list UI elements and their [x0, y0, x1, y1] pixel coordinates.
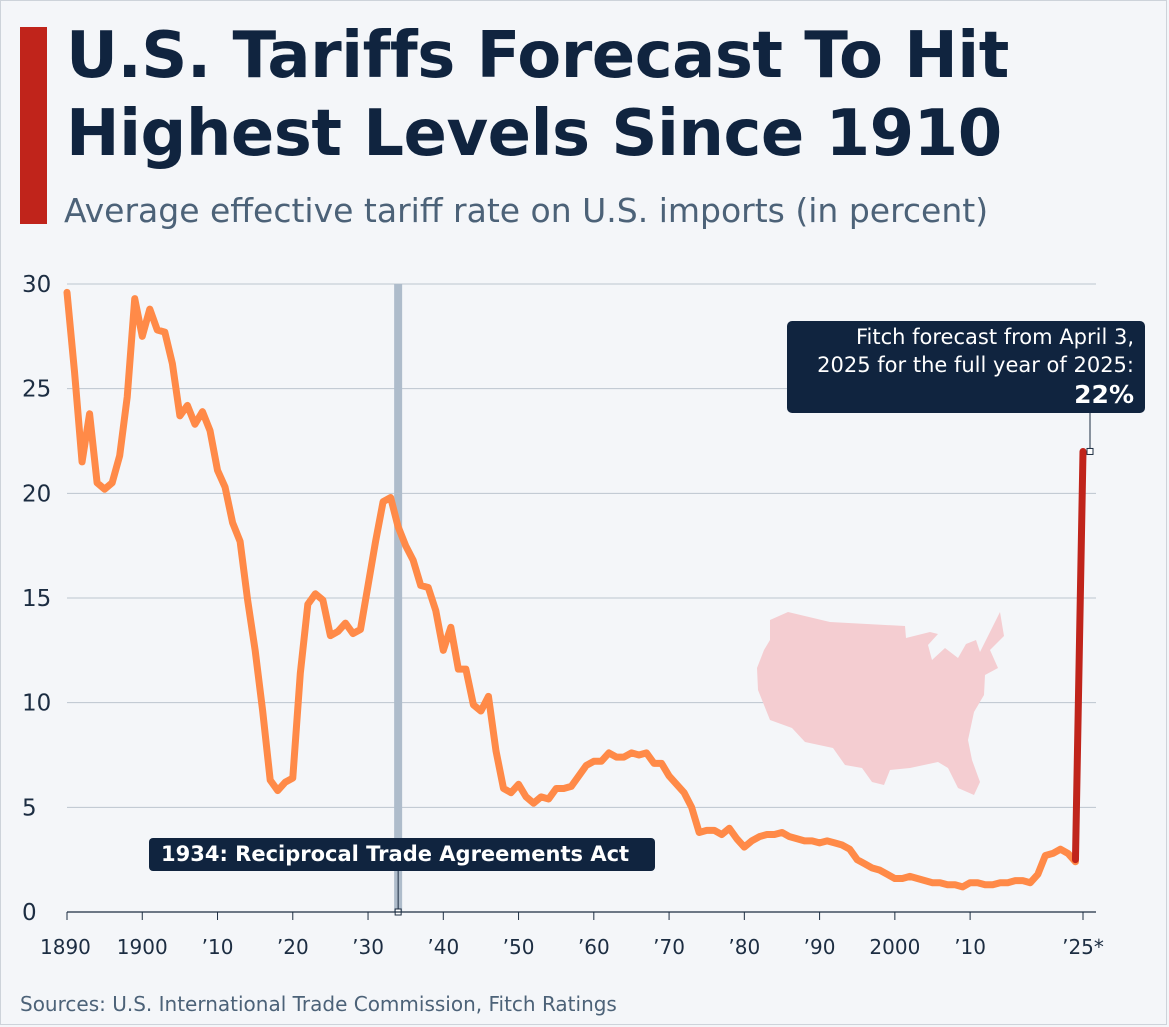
y-tick-label: 25 — [22, 377, 51, 403]
forecast-callout: Fitch forecast from April 3, 2025 for th… — [787, 321, 1145, 413]
event-band — [394, 284, 403, 912]
x-tick-label: ’10 — [202, 935, 234, 959]
forecast-callout-line1: Fitch forecast from April 3, — [855, 325, 1134, 349]
x-tick-label: 2000 — [869, 935, 920, 959]
x-tick-label: ’80 — [728, 935, 760, 959]
event-label: 1934: Reciprocal Trade Agreements Act — [149, 838, 655, 871]
y-tick-label: 5 — [22, 795, 37, 821]
y-tick-label: 15 — [22, 586, 51, 612]
y-tick-label: 10 — [22, 691, 51, 717]
x-tick-label: ’10 — [954, 935, 986, 959]
y-tick-label: 30 — [22, 272, 51, 298]
event-marker — [394, 284, 403, 916]
x-tick-label: ’70 — [653, 935, 685, 959]
x-tick-label: ’30 — [352, 935, 384, 959]
x-tick-label: ’50 — [503, 935, 535, 959]
y-tick-label: 0 — [22, 900, 37, 926]
us-map-shape — [757, 612, 1004, 795]
x-tick-label: ’60 — [578, 935, 610, 959]
x-tick-label: 1900 — [117, 935, 168, 959]
axes: 0 5 10 15 20 25 30 1890 1900 ’10 ’20 ’30 ’40 ’50 ’60 ’7… — [22, 272, 1104, 959]
forecast-callout-line2: 2025 for the full year of 2025: — [817, 353, 1134, 377]
forecast-line — [1071, 447, 1087, 864]
x-tick-label: ’40 — [427, 935, 459, 959]
x-tick-label: ’25* — [1062, 935, 1104, 959]
chart-title: U.S. Tariffs Forecast To Hit Highest Lev… — [66, 19, 1009, 171]
chart-subtitle: Average effective tariff rate on U.S. im… — [64, 191, 989, 230]
source-note: Sources: U.S. International Trade Commis… — [20, 992, 617, 1016]
forecast-callout-value: 22% — [1074, 380, 1134, 409]
x-tick-label: 1890 — [40, 935, 91, 959]
us-map-icon — [757, 612, 1004, 795]
historical-tariff-line — [63, 288, 1079, 891]
x-tick-label: ’90 — [804, 935, 836, 959]
forecast-point-marker — [1086, 447, 1094, 455]
y-tick-label: 20 — [22, 481, 51, 507]
series-lines — [63, 288, 1094, 891]
x-tick-label: ’20 — [277, 935, 309, 959]
title-accent-bar — [20, 27, 47, 224]
